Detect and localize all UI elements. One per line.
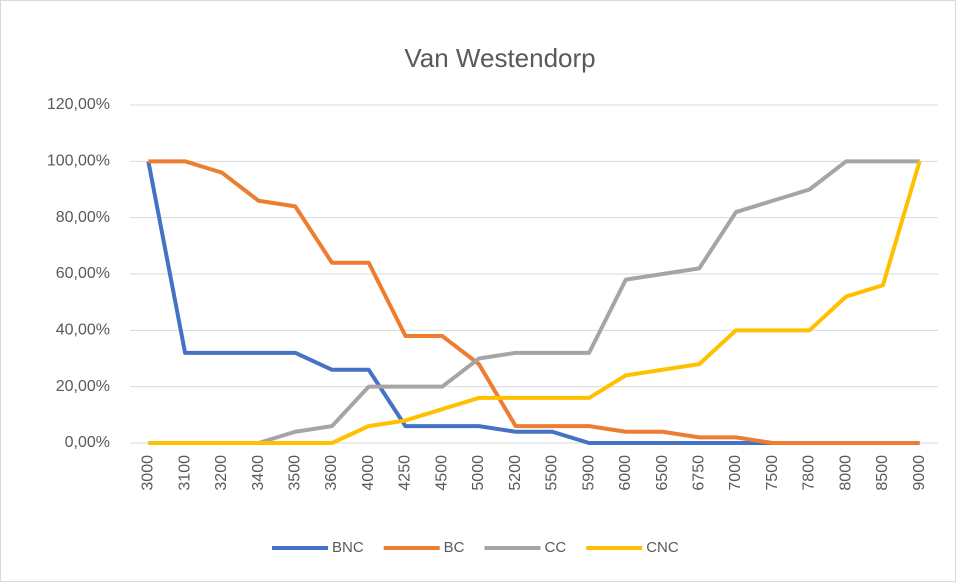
chart-title: Van Westendorp [404, 43, 595, 73]
x-tick-label: 5000 [470, 455, 487, 491]
y-tick-label: 80,00% [56, 209, 110, 226]
x-tick-label: 3100 [176, 455, 193, 491]
series-line [148, 159, 920, 445]
x-tick-label: 7500 [764, 455, 781, 491]
x-tick-label: 3600 [323, 455, 340, 491]
x-tick-label: 7000 [727, 455, 744, 491]
series-line [148, 160, 922, 445]
y-tick-label: 60,00% [56, 265, 110, 282]
x-tick-label: 5900 [580, 455, 597, 491]
x-tick-label: 4500 [433, 455, 450, 491]
x-tick-label: 3000 [140, 455, 157, 491]
x-tick-label: 6500 [654, 455, 671, 491]
x-tick-label: 6750 [690, 455, 707, 491]
y-tick-label: 40,00% [56, 322, 110, 339]
legend-label: CNC [646, 539, 679, 556]
x-tick-label: 3200 [213, 455, 230, 491]
x-tick-label: 7800 [801, 455, 818, 491]
x-tick-label: 4250 [397, 455, 414, 491]
x-tick-label: 3500 [286, 455, 303, 491]
x-tick-label: 3400 [250, 455, 267, 491]
legend-label: CC [545, 539, 567, 556]
x-tick-label: 9000 [911, 455, 928, 491]
series-line [148, 159, 920, 445]
y-tick-label: 0,00% [65, 434, 110, 451]
x-tick-label: 6000 [617, 455, 634, 491]
x-tick-label: 5200 [507, 455, 524, 491]
x-tick-label: 8000 [837, 455, 854, 491]
x-tick-label: 8500 [874, 455, 891, 491]
legend-label: BC [444, 539, 465, 556]
x-tick-label: 4000 [360, 455, 377, 491]
y-tick-label: 20,00% [56, 378, 110, 395]
y-tick-label: 120,00% [47, 96, 110, 113]
legend-label: BNC [332, 539, 364, 556]
x-tick-label: 5500 [544, 455, 561, 491]
y-tick-label: 100,00% [47, 153, 110, 170]
